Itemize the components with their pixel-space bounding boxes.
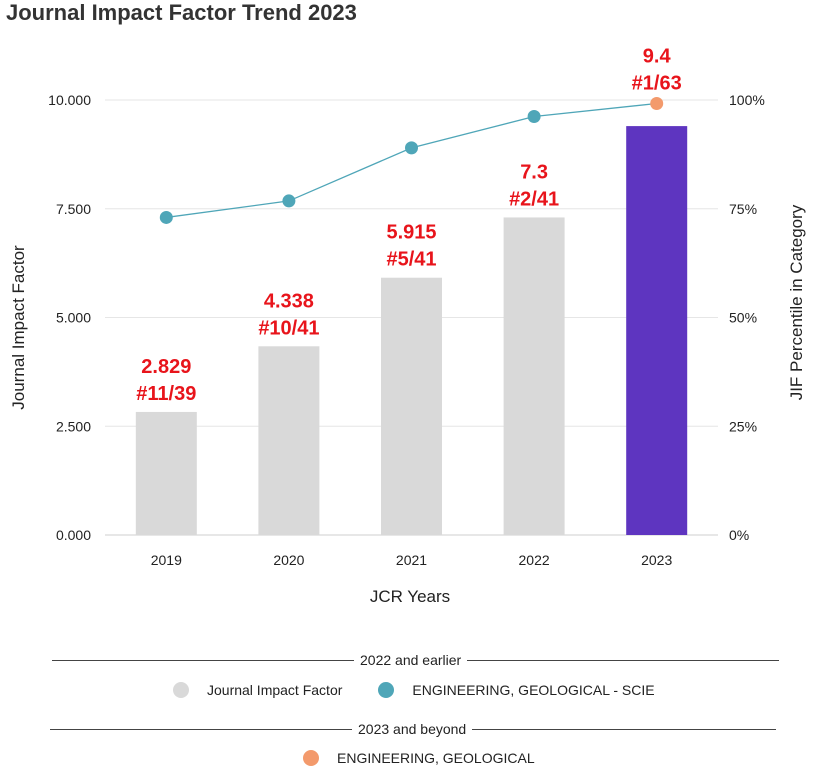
y2-tick-label: 100% [729,92,765,108]
y2-tick-label: 50% [729,310,757,326]
y-tick-label: 7.500 [56,201,91,217]
percentile-point-2022 [527,110,541,124]
divider-line-right [467,659,780,661]
value-label-2020: 4.338 [264,290,314,312]
legend-label-geological: ENGINEERING, GEOLOGICAL [337,750,535,766]
legend-dot-geological [303,750,319,766]
data-labels: 2.829 #11/39 4.338 #10/41 5.915 #5/41 7.3 #2/41… [136,45,681,404]
legend-group-label: 2022 and earlier [360,652,462,668]
percentile-line [159,96,664,224]
rank-label-2019: #11/39 [136,383,196,405]
bar-2023 [626,126,688,535]
y2-tick-label: 75% [729,201,757,217]
x-axis-label: JCR Years [370,587,450,606]
y-tick-label: 2.500 [56,418,91,434]
percentile-point-2020 [282,194,296,208]
percentile-point-2021 [405,141,418,155]
bar-2020 [258,346,320,535]
rank-label-2021: #5/41 [386,249,436,271]
legend-dot-jif [173,682,189,698]
divider-line-right [472,728,777,730]
rank-label-2022: #2/41 [509,188,559,210]
x-tick-label: 2019 [151,552,182,568]
bar-2019 [135,411,197,535]
y-tick-label: 5.000 [56,310,91,326]
legend-divider-2022: 2022 and earlier [0,652,816,668]
rank-label-2023: #1/63 [632,72,682,94]
bars [135,126,688,535]
rank-label-2020: #10/41 [258,317,319,339]
y2-tick-label: 25% [729,418,757,434]
value-label-2021: 5.915 [386,222,436,244]
bar-2022 [503,217,565,535]
y-tick-label: 10.000 [48,92,91,108]
x-tick-label: 2020 [273,552,304,568]
y-tick-label: 0.000 [56,527,91,543]
percentile-point-2019 [159,210,173,224]
legend-label-scie: ENGINEERING, GEOLOGICAL - SCIE [412,682,655,698]
percentile-point-2023 [650,96,664,110]
x-tick-label: 2022 [519,552,550,568]
y-axis-label: Journal Impact Factor [9,245,28,410]
bar-2021 [381,277,442,535]
value-label-2023: 9.4 [643,45,672,67]
chart-title: Journal Impact Factor Trend 2023 [6,0,357,25]
legend-divider-2023: 2023 and beyond [0,721,816,737]
divider-line-left [50,728,352,730]
legend-group-2022: Journal Impact Factor ENGINEERING, GEOLO… [0,682,816,698]
jif-trend-chart: 2.829 #11/39 4.338 #10/41 5.915 #5/41 7.3 #2/41… [9,45,806,606]
x-tick-label: 2023 [641,552,672,568]
divider-line-left [52,659,354,661]
legend-dot-scie [378,682,395,698]
y2-axis-label: JIF Percentile in Category [787,204,806,400]
legend-group-label: 2023 and beyond [358,721,467,737]
legend-label-jif: Journal Impact Factor [207,682,343,698]
axes: 0.000 0% 2.500 25% 5.000 50% 7.500 75% 10.000 100… [9,92,806,606]
value-label-2022: 7.3 [520,161,548,183]
legend-group-2023: ENGINEERING, GEOLOGICAL [0,750,816,766]
percentile-line-path [166,102,657,219]
x-tick-label: 2021 [396,552,427,568]
value-label-2019: 2.829 [141,356,191,378]
y2-tick-label: 0% [729,527,749,543]
